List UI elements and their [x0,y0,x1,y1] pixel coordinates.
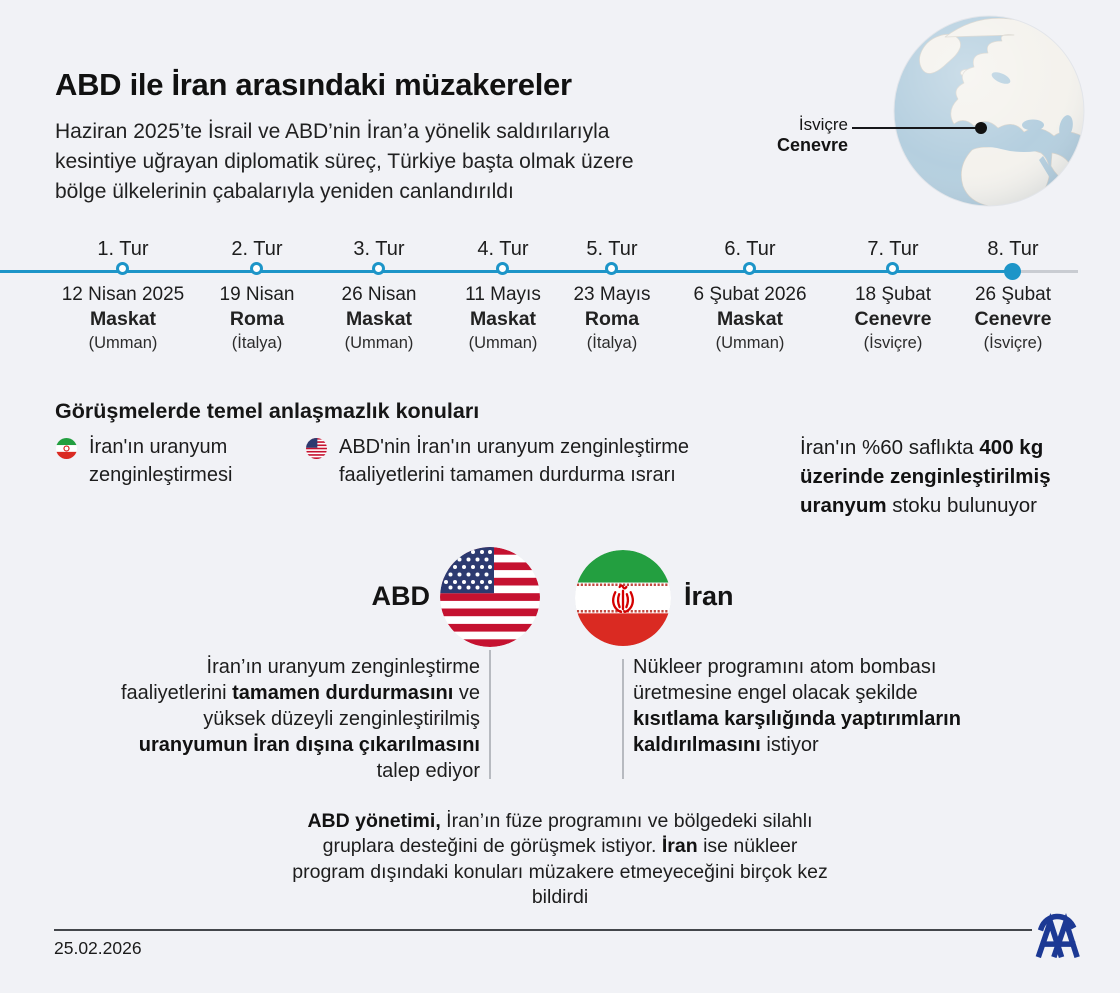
round-date: 23 Mayıs [573,284,651,305]
uranium-stock-note: İran'ın %60 saflıkta 400 kg üzerinde zen… [800,436,1051,518]
timeline-round-7: 7. Tur 18 Şubat Cenevre (İsviçre) [813,238,973,353]
timeline-dot-7 [886,262,899,275]
timeline-round-8: 8. Tur 26 Şubat Cenevre (İsviçre) [933,238,1093,353]
round-country: (İtalya) [231,334,283,352]
timeline-round-3: 3. Tur 26 Nisan Maskat (Umman) [299,238,459,353]
iran-connector-line [622,659,624,779]
round-date: 19 Nisan [219,284,295,305]
timeline-dot-5 [605,262,618,275]
globe-pointer-line [852,127,980,129]
round-country: (Umman) [715,334,785,352]
round-date: 6 Şubat 2026 [693,284,807,305]
iran-side-label: İran [684,581,734,611]
us-flag-icon [440,547,540,647]
disputes-heading: Görüşmelerde temel anlaşmazlık konuları [55,399,480,423]
location-dot-icon [975,122,987,134]
round-country: (İtalya) [586,334,638,352]
round-date: 26 Nisan [341,284,417,305]
iran-demand-text: Nükleer programını atom bombası üretmesi… [633,656,961,756]
iran-flag-icon [56,438,77,459]
timeline-dot-3 [372,262,385,275]
footer-divider [54,929,1032,931]
round-country: (İsviçre) [983,334,1043,352]
iran-flag-icon [575,550,671,646]
timeline-dot-2 [250,262,263,275]
round-label: 6. Tur [724,238,776,260]
round-label: 1. Tur [97,238,149,260]
round-city: Maskat [345,308,413,330]
timeline-dot-8-current [1004,263,1021,280]
round-label: 2. Tur [231,238,283,260]
round-label: 4. Tur [477,238,529,260]
timeline-round-4: 4. Tur 11 Mayıs Maskat (Umman) [423,238,583,353]
us-connector-line [489,650,491,779]
round-date: 11 Mayıs [465,284,541,305]
round-city: Cenevre [854,308,932,330]
round-city: Roma [584,308,640,330]
globe-location-label: İsviçre Cenevre [700,115,848,156]
us-demand-text: İran’ın uranyum zenginleştirme faaliyetl… [120,656,480,782]
round-country: (Umman) [88,334,158,352]
round-country: (Umman) [468,334,538,352]
dispute-item-iran: İran'ın uranyum zenginleştirmesi [56,434,296,489]
round-label: 7. Tur [867,238,919,260]
round-label: 8. Tur [987,238,1039,260]
round-date: 26 Şubat [974,284,1052,305]
timeline-round-1: 1. Tur 12 Nisan 2025 Maskat (Umman) [43,238,203,353]
publication-date: 25.02.2026 [54,938,142,958]
timeline-line-remaining [1013,270,1078,273]
round-city: Roma [229,308,285,330]
round-city: Maskat [89,308,157,330]
timeline-round-6: 6. Tur 6 Şubat 2026 Maskat (Umman) [670,238,830,353]
globe-region-label: İsviçre [798,115,848,134]
us-side-label: ABD [371,581,431,611]
page-title: ABD ile İran arasındaki müzakereler [55,66,572,102]
round-country: (Umman) [344,334,414,352]
round-city: Maskat [469,308,537,330]
round-city: Cenevre [974,308,1052,330]
round-date: 12 Nisan 2025 [61,284,185,305]
timeline-dot-6 [743,262,756,275]
aa-logo-icon [1034,908,1080,959]
globe-icon [893,15,1085,207]
intro-paragraph: Haziran 2025’te İsrail ve ABD’nin İran’a… [55,120,634,203]
round-label: 5. Tur [586,238,638,260]
dispute-item-text: İran'ın uranyum zenginleştirmesi [89,436,233,486]
timeline-round-5: 5. Tur 23 Mayıs Roma (İtalya) [532,238,692,353]
us-flag-icon [306,438,327,459]
timeline-dot-1 [116,262,129,275]
timeline-dot-4 [496,262,509,275]
globe-map [893,15,1085,207]
dispute-item-us: ABD'nin İran'ın uranyum zenginleştirme f… [306,434,746,489]
footnote-text: ABD yönetimi, İran’ın füze programını ve… [292,810,828,909]
round-country: (İsviçre) [863,334,923,352]
globe-city-label: Cenevre [776,135,848,156]
timeline-round-2: 2. Tur 19 Nisan Roma (İtalya) [177,238,337,353]
round-label: 3. Tur [353,238,405,260]
dispute-item-text: ABD'nin İran'ın uranyum zenginleştirme f… [339,436,690,486]
round-date: 18 Şubat [854,284,932,305]
round-city: Maskat [716,308,784,330]
